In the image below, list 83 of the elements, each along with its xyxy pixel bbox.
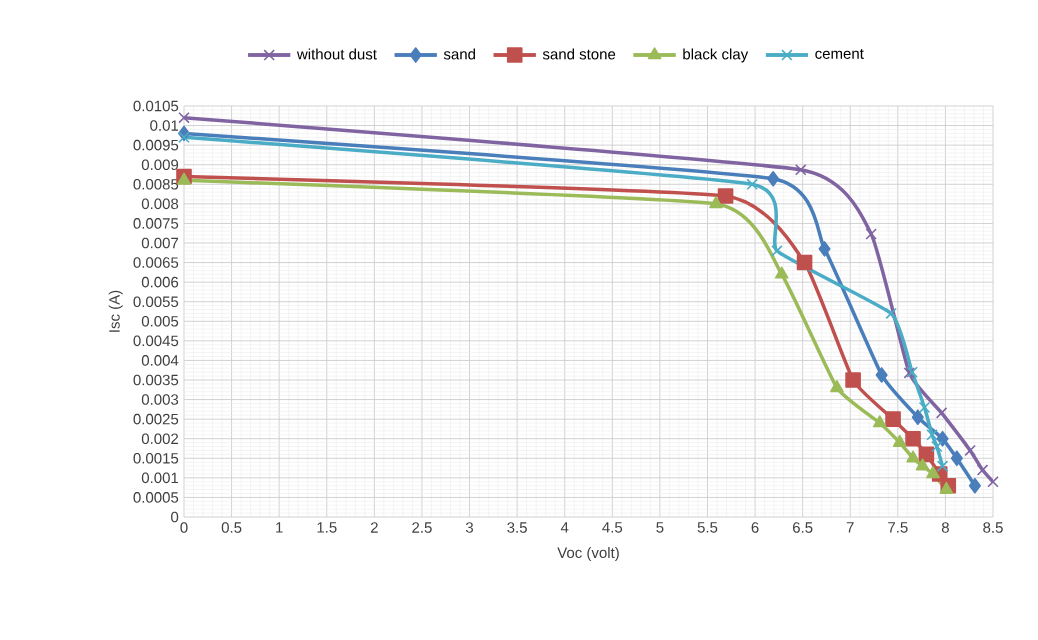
x-tick-label: 3 [465,522,474,533]
y-tick-label: 0.0105 [133,100,179,112]
y-tick-label: 0.0005 [133,492,179,503]
point [926,429,938,441]
x-tick-label: 5 [656,522,664,533]
point [905,430,921,447]
y-tick-label: 0.007 [141,237,179,249]
y-tick-label: 0.004 [141,355,179,366]
y-tick-label: 0 [171,511,179,523]
x-tick-label: 2 [370,522,378,533]
x-tick-label: 6.5 [792,522,813,533]
point [950,450,963,467]
point [717,188,734,204]
point [818,241,831,257]
x-tick-label: 5.5 [697,522,718,533]
y-tick-label: 0.01 [150,120,179,131]
x-tick-label: 0.5 [221,522,242,533]
x-tick-label: 7 [846,522,854,533]
legend-label: without dust [296,48,377,60]
point [939,481,954,494]
y-tick-label: 0.003 [141,394,179,405]
x-tick-label: 3.5 [507,522,527,533]
point [709,196,723,209]
point [926,466,940,479]
x-tick-label: 8.5 [983,522,1003,533]
x-tick-label: 6 [751,522,759,533]
x-tick-label: 7.5 [888,522,908,533]
x-tick-label: 4.5 [602,522,623,533]
x-tick-label: 4 [560,522,569,533]
y-tick-label: 0.006 [141,276,179,288]
legend-label: black clay [683,48,749,63]
y-tick-label: 0.0045 [133,335,179,347]
y-tick-label: 0.0095 [133,139,179,151]
point [865,228,877,240]
x-tick-label: 2.5 [412,522,432,533]
y-tick-label: 0.0015 [133,452,179,464]
point [796,254,813,271]
legend-label: sand [443,48,476,60]
point [911,409,924,425]
point [177,172,191,185]
point [885,307,897,320]
point [875,367,888,383]
legend-label: sand stone [542,48,616,60]
y-axis-title: Isc (A) [108,290,123,332]
y-tick-label: 0.0055 [133,296,179,308]
point [830,380,844,393]
point [968,477,981,494]
y-tick-label: 0.009 [141,159,179,171]
point [872,415,887,428]
point [936,460,949,472]
y-tick-label: 0.005 [141,315,179,327]
y-tick-label: 0.008 [141,198,179,210]
y-tick-label: 0.0025 [133,413,179,425]
point [892,434,907,447]
x-tick-label: 1 [276,522,283,533]
point [976,464,989,476]
x-axis-title: Voc (volt) [557,547,619,561]
x-tick-label: 1.5 [317,522,337,533]
y-tick-label: 0.0085 [133,178,179,190]
x-tick-label: 8 [941,522,949,533]
point [178,131,190,144]
point [964,444,976,457]
x-tick-label: 0 [180,522,188,533]
y-tick-label: 0.001 [141,472,179,484]
point [915,458,930,471]
legend-label: cement [815,49,864,59]
point [918,401,931,414]
point [178,111,190,124]
point [936,430,949,447]
point [931,440,943,453]
point [885,411,901,427]
y-tick-label: 0.0035 [133,374,179,386]
y-tick-label: 0.0065 [133,257,179,268]
point [771,245,783,257]
point [774,266,789,279]
y-tick-label: 0.002 [141,433,179,445]
point [987,476,999,488]
point [845,372,861,388]
point [795,164,807,176]
y-tick-label: 0.0075 [133,218,179,229]
point [746,178,758,191]
point [906,450,920,463]
point [767,171,780,187]
